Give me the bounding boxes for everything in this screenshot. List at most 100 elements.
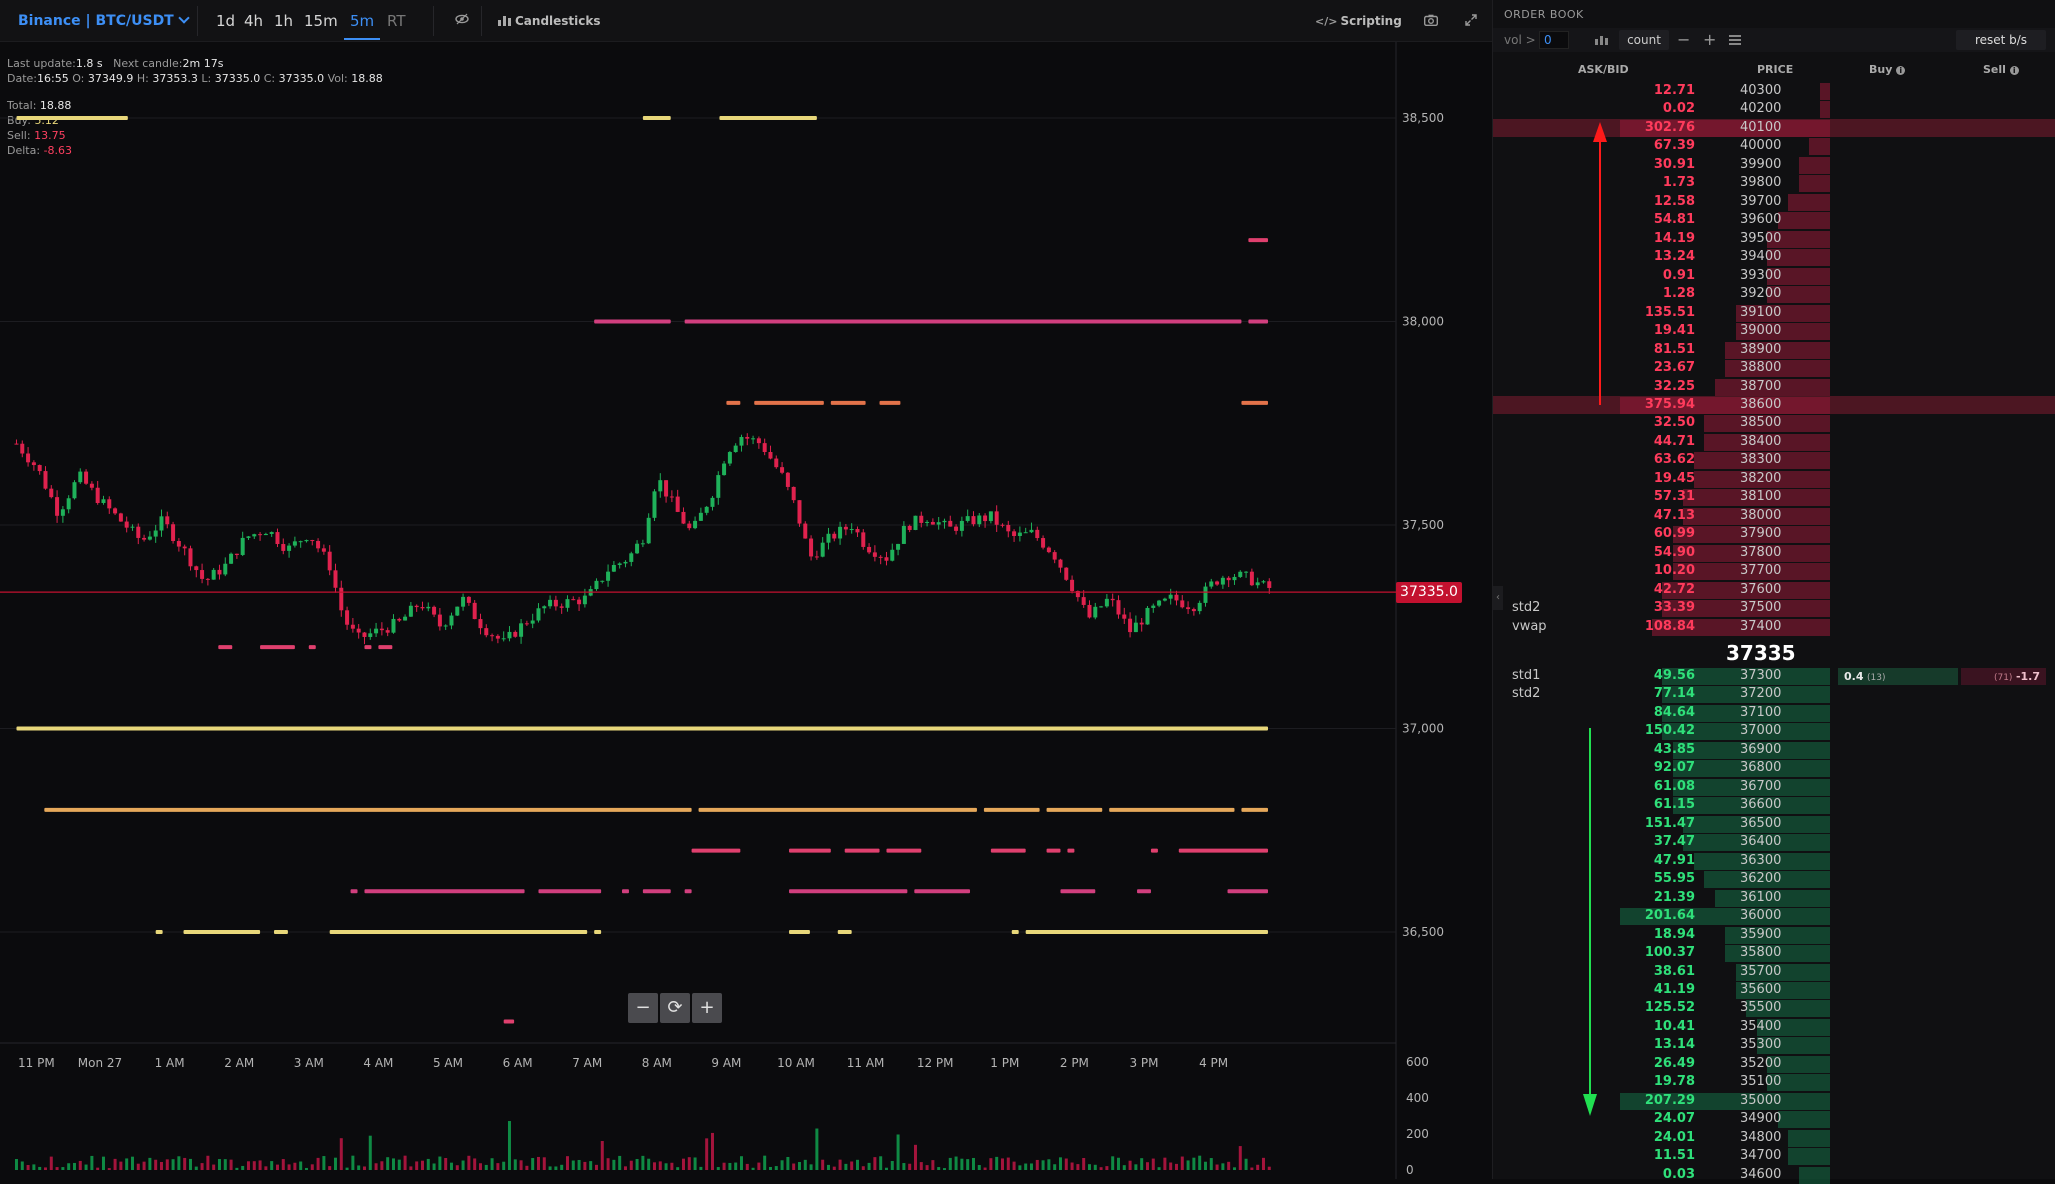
ask-row[interactable]: 30.91 39900 (1493, 156, 2055, 174)
bid-row[interactable]: 13.14 35300 (1493, 1036, 2055, 1055)
ask-row[interactable]: std2 33.39 37500 (1493, 599, 2055, 618)
timeframe-rt[interactable]: RT (387, 12, 406, 30)
ask-row[interactable]: 1.28 39200 (1493, 285, 2055, 304)
bid-row[interactable]: 19.78 35100 (1493, 1073, 2055, 1092)
ask-row[interactable]: 14.19 39500 (1493, 230, 2055, 248)
ask-row[interactable]: 54.81 39600 (1493, 211, 2055, 230)
visibility-toggle[interactable] (455, 0, 469, 42)
volume-bar (1029, 1163, 1033, 1170)
zoom-out-button[interactable]: − (628, 993, 658, 1023)
ask-row[interactable]: 23.67 38800 (1493, 359, 2055, 378)
candle-body (449, 615, 454, 626)
timeframe-1d[interactable]: 1d (216, 12, 236, 30)
bid-row[interactable]: 61.15 36600 (1493, 796, 2055, 815)
ask-row[interactable]: 19.45 38200 (1493, 470, 2055, 488)
volume-bar (1192, 1157, 1196, 1170)
ask-row[interactable]: 0.02 40200 (1493, 100, 2055, 119)
chart-type-button[interactable]: Candlesticks (498, 0, 601, 42)
ask-row[interactable]: 12.58 39700 (1493, 193, 2055, 211)
price-axis[interactable]: 38,500 38,000 37,500 37,000 36,500 (1402, 111, 1444, 939)
bid-row[interactable]: 47.91 36300 (1493, 852, 2055, 870)
ask-row[interactable]: 47.13 38000 (1493, 507, 2055, 525)
bid-row[interactable]: 10.41 35400 (1493, 1018, 2055, 1036)
timeframe-4h[interactable]: 4h (244, 12, 264, 30)
order-size: 302.76 (1644, 119, 1695, 135)
bid-row[interactable]: 26.49 35200 (1493, 1055, 2055, 1073)
ask-row[interactable]: 57.31 38100 (1493, 488, 2055, 507)
depth-bar (1725, 341, 1830, 359)
timeframe-15m[interactable]: 15m (304, 12, 338, 30)
bid-row[interactable]: 38.61 35700 (1493, 963, 2055, 981)
ask-row[interactable]: 54.90 37800 (1493, 544, 2055, 562)
ask-row[interactable]: 1.73 39800 (1493, 174, 2055, 193)
bid-row[interactable]: 24.01 34800 (1493, 1129, 2055, 1147)
timeframe-5m[interactable]: 5m (343, 0, 381, 42)
col-buy[interactable]: Buy i (1869, 60, 1906, 80)
ask-row[interactable]: 135.51 39100 (1493, 304, 2055, 322)
vol-filter-input[interactable] (1539, 31, 1569, 49)
bid-row[interactable]: 24.07 34900 (1493, 1110, 2055, 1129)
ask-row[interactable]: 13.24 39400 (1493, 248, 2055, 267)
col-price[interactable]: PRICE (1757, 63, 1794, 76)
bid-row[interactable]: 150.42 37000 (1493, 722, 2055, 741)
bid-row[interactable]: std2 77.14 37200 (1493, 685, 2055, 704)
volume-bar (635, 1158, 639, 1170)
bid-row[interactable]: 43.85 36900 (1493, 741, 2055, 759)
bid-row[interactable]: 21.39 36100 (1493, 889, 2055, 907)
bid-row[interactable]: 100.37 35800 (1493, 944, 2055, 963)
col-ask-bid[interactable]: ASK/BID (1578, 63, 1629, 76)
bid-row[interactable]: 18.94 35900 (1493, 926, 2055, 944)
bid-row[interactable]: std1 49.56 37300 (1493, 667, 2055, 685)
reset-buy-sell-button[interactable]: reset b/s (1956, 30, 2046, 50)
ask-row[interactable]: 375.94 38600 (1493, 395, 2055, 415)
ask-row[interactable]: 32.50 38500 (1493, 414, 2055, 433)
indicator-label: std2 (1512, 600, 1541, 616)
bid-row[interactable]: 151.47 36500 (1493, 815, 2055, 833)
zoom-in-button[interactable]: + (692, 993, 722, 1023)
ask-row[interactable]: vwap 108.84 37400 (1493, 618, 2055, 636)
screenshot-button[interactable] (1423, 0, 1439, 42)
increase-grouping-button[interactable]: + (1703, 30, 1717, 49)
bid-row[interactable]: 92.07 36800 (1493, 759, 2055, 778)
bid-row[interactable]: 61.08 36700 (1493, 778, 2055, 796)
bid-row[interactable]: 11.51 34700 (1493, 1147, 2055, 1166)
volume-bar (884, 1167, 888, 1170)
chart-toggle-button[interactable] (1595, 28, 1608, 52)
ask-row[interactable]: 44.71 38400 (1493, 433, 2055, 451)
ask-row[interactable]: 42.72 37600 (1493, 581, 2055, 599)
time-axis[interactable]: 11 PM Mon 27 1 AM 2 AM 3 AM 4 AM 5 AM 6 AM 7 AM 8… (0, 1042, 1396, 1070)
order-size: 19.78 (1653, 1074, 1695, 1090)
ask-row[interactable]: 0.91 39300 (1493, 267, 2055, 285)
ask-row[interactable]: 302.76 40100 (1493, 118, 2055, 138)
bid-row[interactable]: 55.95 36200 (1493, 870, 2055, 889)
heat-segment (789, 889, 908, 894)
price-chart[interactable]: 38,500 38,000 37,500 37,000 36,500 11 PM Mon … (0, 42, 1492, 1179)
col-sell[interactable]: Sell i (1983, 60, 2019, 80)
fullscreen-button[interactable] (1465, 0, 1477, 42)
count-toggle[interactable]: count (1619, 30, 1669, 50)
bid-row[interactable]: 201.64 36000 (1493, 907, 2055, 926)
list-options-button[interactable] (1729, 28, 1741, 52)
collapse-panel-button[interactable]: ‹ (1493, 586, 1503, 610)
bid-row[interactable]: 0.03 34600 (1493, 1166, 2055, 1184)
ask-row[interactable]: 19.41 39000 (1493, 322, 2055, 341)
ask-row[interactable]: 12.71 40300 (1493, 82, 2055, 100)
ask-row[interactable]: 32.25 38700 (1493, 378, 2055, 396)
ask-row[interactable]: 63.62 38300 (1493, 451, 2055, 470)
bid-row[interactable]: 207.29 35000 (1493, 1092, 2055, 1110)
scripting-button[interactable]: </> Scripting (1315, 0, 1402, 42)
chart-pane[interactable]: Binance | BTC/USDT 1d 4h 1h 15m 5m RT Ca… (0, 0, 1492, 1179)
bid-row[interactable]: 125.52 35500 (1493, 999, 2055, 1018)
ask-row[interactable]: 60.99 37900 (1493, 525, 2055, 544)
exchange-selector[interactable]: Binance | BTC/USDT (18, 0, 190, 42)
ask-row[interactable]: 81.51 38900 (1493, 341, 2055, 359)
bid-row[interactable]: 41.19 35600 (1493, 981, 2055, 999)
indicator-label: std2 (1512, 686, 1541, 702)
reset-zoom-button[interactable]: ⟳ (660, 993, 690, 1023)
ask-row[interactable]: 10.20 37700 (1493, 562, 2055, 581)
bid-row[interactable]: 84.64 37100 (1493, 704, 2055, 722)
decrease-grouping-button[interactable]: − (1677, 30, 1691, 49)
ask-row[interactable]: 67.39 40000 (1493, 137, 2055, 156)
timeframe-1h[interactable]: 1h (274, 12, 294, 30)
bid-row[interactable]: 37.47 36400 (1493, 833, 2055, 852)
